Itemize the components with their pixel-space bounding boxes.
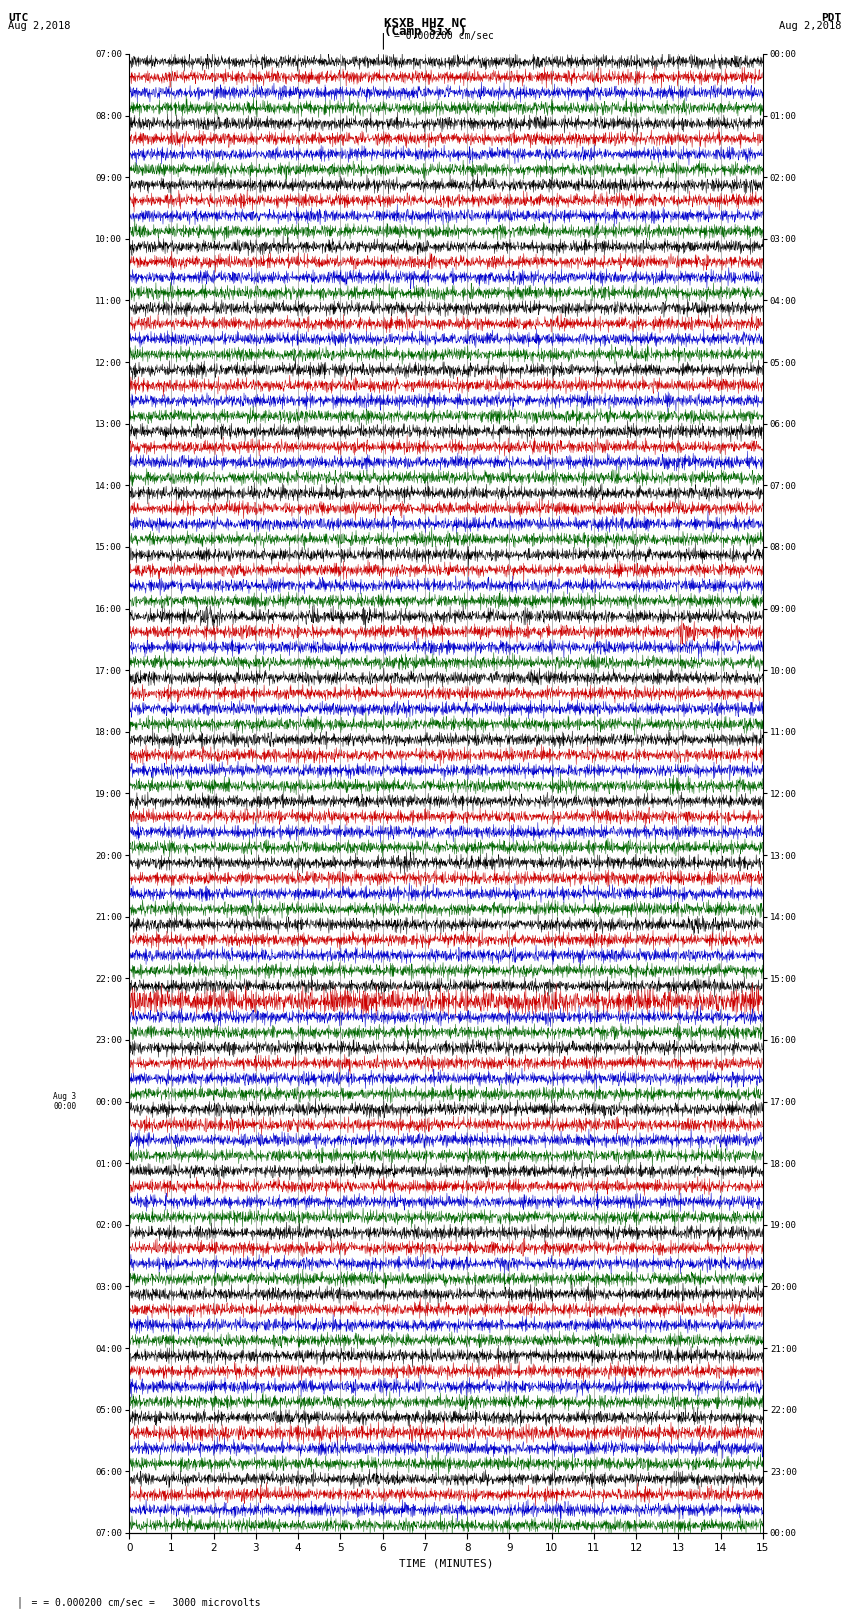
Text: ▏: ▏ xyxy=(382,32,391,48)
Text: Aug 2,2018: Aug 2,2018 xyxy=(779,21,842,31)
Text: KSXB HHZ NC: KSXB HHZ NC xyxy=(383,18,467,31)
Text: (Camp Six ): (Camp Six ) xyxy=(383,24,467,39)
Text: Aug 2,2018: Aug 2,2018 xyxy=(8,21,71,31)
Text: PDT: PDT xyxy=(821,13,842,23)
X-axis label: TIME (MINUTES): TIME (MINUTES) xyxy=(399,1560,493,1569)
Text: = 0.000200 cm/sec: = 0.000200 cm/sec xyxy=(394,31,493,42)
Text: ▏ = = 0.000200 cm/sec =   3000 microvolts: ▏ = = 0.000200 cm/sec = 3000 microvolts xyxy=(8,1597,261,1608)
Text: UTC: UTC xyxy=(8,13,29,23)
Text: Aug 3
00:00: Aug 3 00:00 xyxy=(54,1092,76,1111)
